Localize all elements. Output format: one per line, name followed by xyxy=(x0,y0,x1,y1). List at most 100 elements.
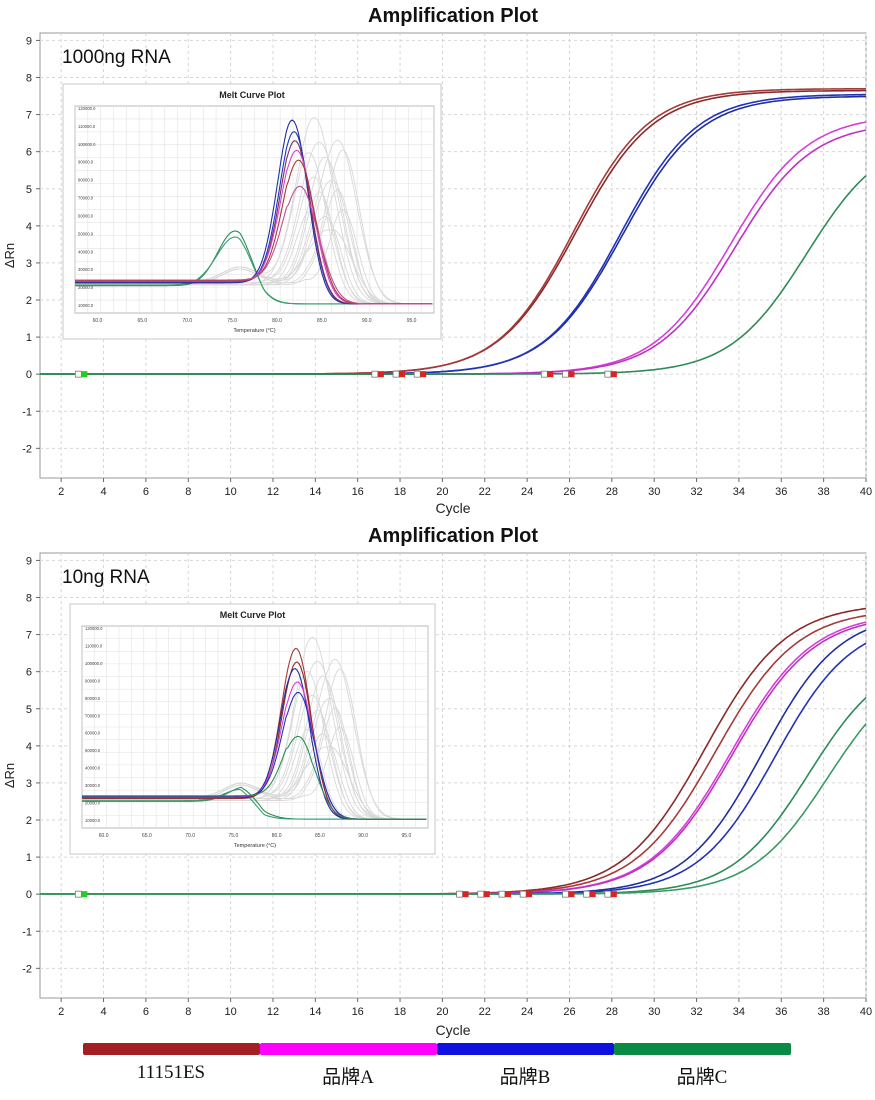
x-tick-label: 40 xyxy=(860,486,872,498)
x-tick-label: 28 xyxy=(606,1006,618,1018)
inset-y-tick-label: 10000.0 xyxy=(85,818,101,823)
x-tick-label: 24 xyxy=(521,486,533,498)
melt-curve-inset: Melt Curve Plot 60.0 65.0 70.0 75.0 80.0 85.0 9… xyxy=(62,83,442,340)
x-tick-label: 16 xyxy=(352,486,364,498)
y-tick-label: 9 xyxy=(26,555,32,567)
marker-fill xyxy=(399,371,406,378)
x-tick-label: 32 xyxy=(690,486,702,498)
marker-box xyxy=(604,370,612,378)
y-tick-label: 2 xyxy=(26,295,32,307)
inset-title: Melt Curve Plot xyxy=(220,610,286,620)
inset-x-axis-label: Temperature (°C) xyxy=(234,843,276,849)
marker-fill xyxy=(81,371,88,378)
y-tick-label: 8 xyxy=(26,593,32,605)
x-tick-label: 6 xyxy=(143,1006,149,1018)
inset-y-tick-label: 100000.0 xyxy=(85,661,103,666)
inset-x-tick-label: 60.0 xyxy=(93,318,103,324)
inset-y-tick-label: 60000.0 xyxy=(78,213,94,218)
inset-x-tick-label: 75.0 xyxy=(229,833,239,839)
y-tick-label: 5 xyxy=(26,704,32,716)
marker-fill xyxy=(547,371,554,378)
x-tick-label: 14 xyxy=(309,1006,321,1018)
y-tick-label: 1 xyxy=(26,332,32,344)
y-tick-label: 6 xyxy=(26,147,32,159)
x-tick-label: 16 xyxy=(352,1006,364,1018)
inset-melt-curve xyxy=(82,735,427,820)
marker-box xyxy=(519,890,527,898)
marker-box xyxy=(583,890,591,898)
x-tick-label: 12 xyxy=(267,1006,279,1018)
x-tick-label: 20 xyxy=(436,486,448,498)
y-tick-label: 7 xyxy=(26,630,32,642)
amplification-curve xyxy=(40,175,867,375)
marker-fill xyxy=(81,891,88,898)
chart-title: Amplification Plot xyxy=(368,5,538,27)
y-tick-label: 2 xyxy=(26,815,32,827)
marker-box xyxy=(74,370,82,378)
y-tick-label: 5 xyxy=(26,184,32,196)
chart-title: Amplification Plot xyxy=(368,525,538,547)
inset-y-tick-label: 90000.0 xyxy=(85,678,101,683)
legend-bar xyxy=(614,1043,791,1055)
marker-fill xyxy=(504,891,511,898)
marker-box xyxy=(562,890,569,898)
marker-box xyxy=(371,370,379,378)
inset-y-tick-label: 50000.0 xyxy=(85,748,101,753)
x-tick-label: 26 xyxy=(563,486,575,498)
x-tick-label: 34 xyxy=(733,1006,745,1018)
marker-fill xyxy=(377,371,384,378)
marker-box xyxy=(456,890,463,898)
marker-fill xyxy=(610,371,617,378)
marker-box xyxy=(604,890,612,898)
x-tick-label: 32 xyxy=(690,1006,702,1018)
y-tick-label: 4 xyxy=(26,741,32,753)
inset-x-tick-label: 85.0 xyxy=(315,833,325,839)
inset-colored-traces xyxy=(82,648,427,820)
inset-x-tick-label: 65.0 xyxy=(137,318,147,324)
x-tick-label: 18 xyxy=(394,1006,406,1018)
legend-label: 品牌C xyxy=(676,1067,728,1088)
inset-colored-traces xyxy=(75,119,433,305)
y-tick-label: -2 xyxy=(22,963,32,975)
legend-label: 品牌A xyxy=(322,1067,374,1088)
x-tick-label: 4 xyxy=(100,486,106,498)
legend-bar xyxy=(83,1043,260,1055)
x-axis-label: Cycle xyxy=(435,1022,470,1038)
inset-y-tick-label: 120000.0 xyxy=(78,106,96,111)
x-tick-label: 26 xyxy=(563,1006,575,1018)
y-tick-label: 0 xyxy=(26,889,32,901)
legend-label: 11151ES xyxy=(136,1062,206,1083)
marker-fill xyxy=(526,891,533,898)
inset-y-tick-label: 70000.0 xyxy=(78,196,94,201)
marker-fill xyxy=(610,891,617,898)
inset-x-tick-label: 85.0 xyxy=(317,318,327,324)
y-tick-label: 8 xyxy=(26,73,32,85)
inset-y-tick-label: 110000.0 xyxy=(85,643,103,648)
x-tick-label: 36 xyxy=(775,1006,787,1018)
inset-y-tick-label: 20000.0 xyxy=(78,285,94,290)
marker-box xyxy=(498,890,506,898)
inset-y-tick-label: 80000.0 xyxy=(85,696,101,701)
x-tick-label: 12 xyxy=(267,486,279,498)
marker-fill xyxy=(589,891,596,898)
x-tick-label: 6 xyxy=(143,486,149,498)
amplification-curves xyxy=(40,607,867,895)
x-tick-label: 40 xyxy=(860,1006,872,1018)
inset-y-tick-label: 100000.0 xyxy=(78,142,96,147)
x-tick-label: 38 xyxy=(818,1006,830,1018)
inset-x-tick-label: 80.0 xyxy=(272,318,282,324)
marker-box xyxy=(392,370,400,378)
x-tick-label: 14 xyxy=(309,486,321,498)
marker-fill xyxy=(420,371,427,378)
inset-y-tick-label: 40000.0 xyxy=(85,766,101,771)
y-tick-label: 1 xyxy=(26,852,32,864)
inset-x-tick-label: 65.0 xyxy=(142,833,152,839)
y-tick-label: 3 xyxy=(26,778,32,790)
inset-y-tick-label: 10000.0 xyxy=(78,303,94,308)
inset-x-tick-label: 95.0 xyxy=(407,318,417,324)
x-tick-label: 22 xyxy=(479,486,491,498)
x-tick-label: 10 xyxy=(224,486,236,498)
y-tick-label: 9 xyxy=(26,35,32,47)
legend-bar xyxy=(260,1043,437,1055)
